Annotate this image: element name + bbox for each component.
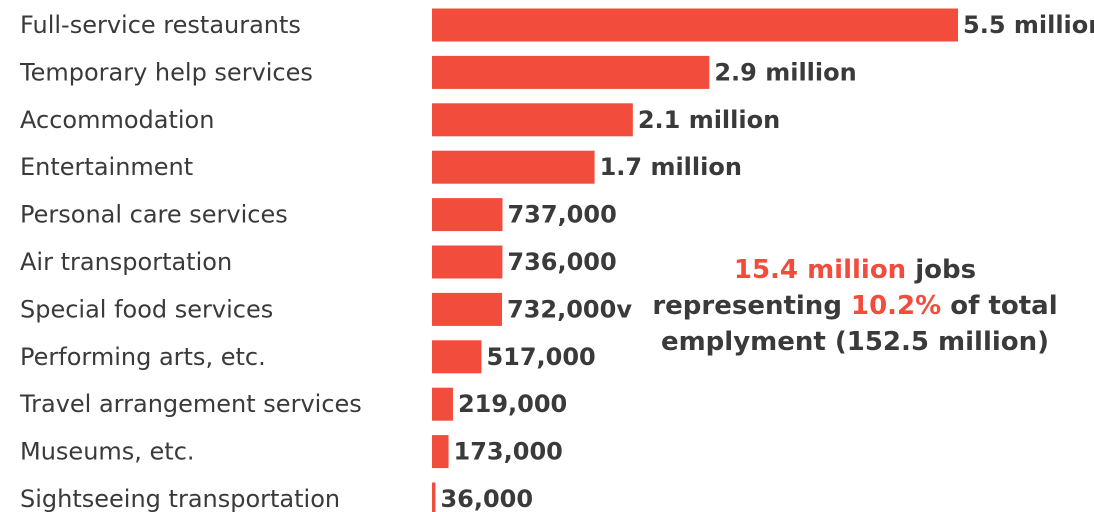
- category-label: Performing arts, etc.: [20, 343, 266, 371]
- callout-representing: representing: [652, 291, 851, 321]
- category-label: Accommodation: [20, 106, 214, 134]
- bar-row: Travel arrangement services 219,000: [19, 388, 567, 421]
- category-label: Full-service restaurants: [20, 11, 301, 39]
- bar: [432, 103, 633, 136]
- callout-jobs-suffix: jobs: [906, 255, 976, 285]
- bar: [432, 435, 449, 468]
- value-label: 737,000: [507, 201, 616, 229]
- value-label: 173,000: [454, 438, 563, 466]
- value-label: 219,000: [458, 390, 567, 418]
- callout-percent: 10.2%: [851, 291, 941, 321]
- bar-row: Temporary help services 2.9 million: [19, 56, 857, 89]
- bar-row: Personal care services 737,000: [20, 198, 617, 231]
- category-label: Museums, etc.: [20, 438, 195, 466]
- category-label: Entertainment: [20, 153, 193, 181]
- bar-row: Special food services 732,000v: [20, 293, 632, 326]
- summary-callout: 15.4 million jobs representing 10.2% of …: [650, 252, 1060, 360]
- callout-line-2: representing 10.2% of total: [650, 288, 1060, 324]
- bar: [432, 340, 481, 373]
- bar: [432, 198, 502, 231]
- value-label: 1.7 million: [600, 153, 742, 181]
- callout-jobs-total: 15.4 million: [734, 255, 906, 285]
- bar-row: Entertainment 1.7 million: [20, 151, 742, 184]
- bar-row: Sightseeing transportation 36,000: [20, 483, 533, 512]
- value-label: 5.5 million: [963, 11, 1094, 39]
- category-label: Temporary help services: [19, 58, 313, 86]
- value-label: 517,000: [486, 343, 595, 371]
- bar: [432, 483, 435, 512]
- bar: [432, 56, 709, 89]
- category-label: Sightseeing transportation: [20, 485, 340, 512]
- category-label: Personal care services: [20, 201, 288, 229]
- bar: [432, 9, 958, 42]
- bar: [432, 151, 595, 184]
- bar: [432, 293, 502, 326]
- bar: [432, 246, 502, 279]
- category-label: Air transportation: [20, 248, 232, 276]
- category-label: Special food services: [20, 295, 273, 323]
- bar-row: Accommodation 2.1 million: [20, 103, 780, 136]
- category-label: Travel arrangement services: [19, 390, 362, 418]
- value-label: 732,000v: [507, 295, 632, 323]
- bar-row: Air transportation 736,000: [20, 246, 617, 279]
- value-label: 36,000: [440, 485, 533, 512]
- callout-line-1: 15.4 million jobs: [650, 252, 1060, 288]
- callout-of-total: of total: [941, 291, 1057, 321]
- value-label: 2.9 million: [714, 58, 856, 86]
- value-label: 2.1 million: [638, 106, 780, 134]
- bar-row: Performing arts, etc. 517,000: [20, 340, 596, 373]
- bar-row: Museums, etc. 173,000: [20, 435, 563, 468]
- callout-line-3: emplyment (152.5 million): [650, 324, 1060, 360]
- bar-row: Full-service restaurants 5.5 million: [20, 9, 1094, 42]
- value-label: 736,000: [507, 248, 616, 276]
- bar: [432, 388, 453, 421]
